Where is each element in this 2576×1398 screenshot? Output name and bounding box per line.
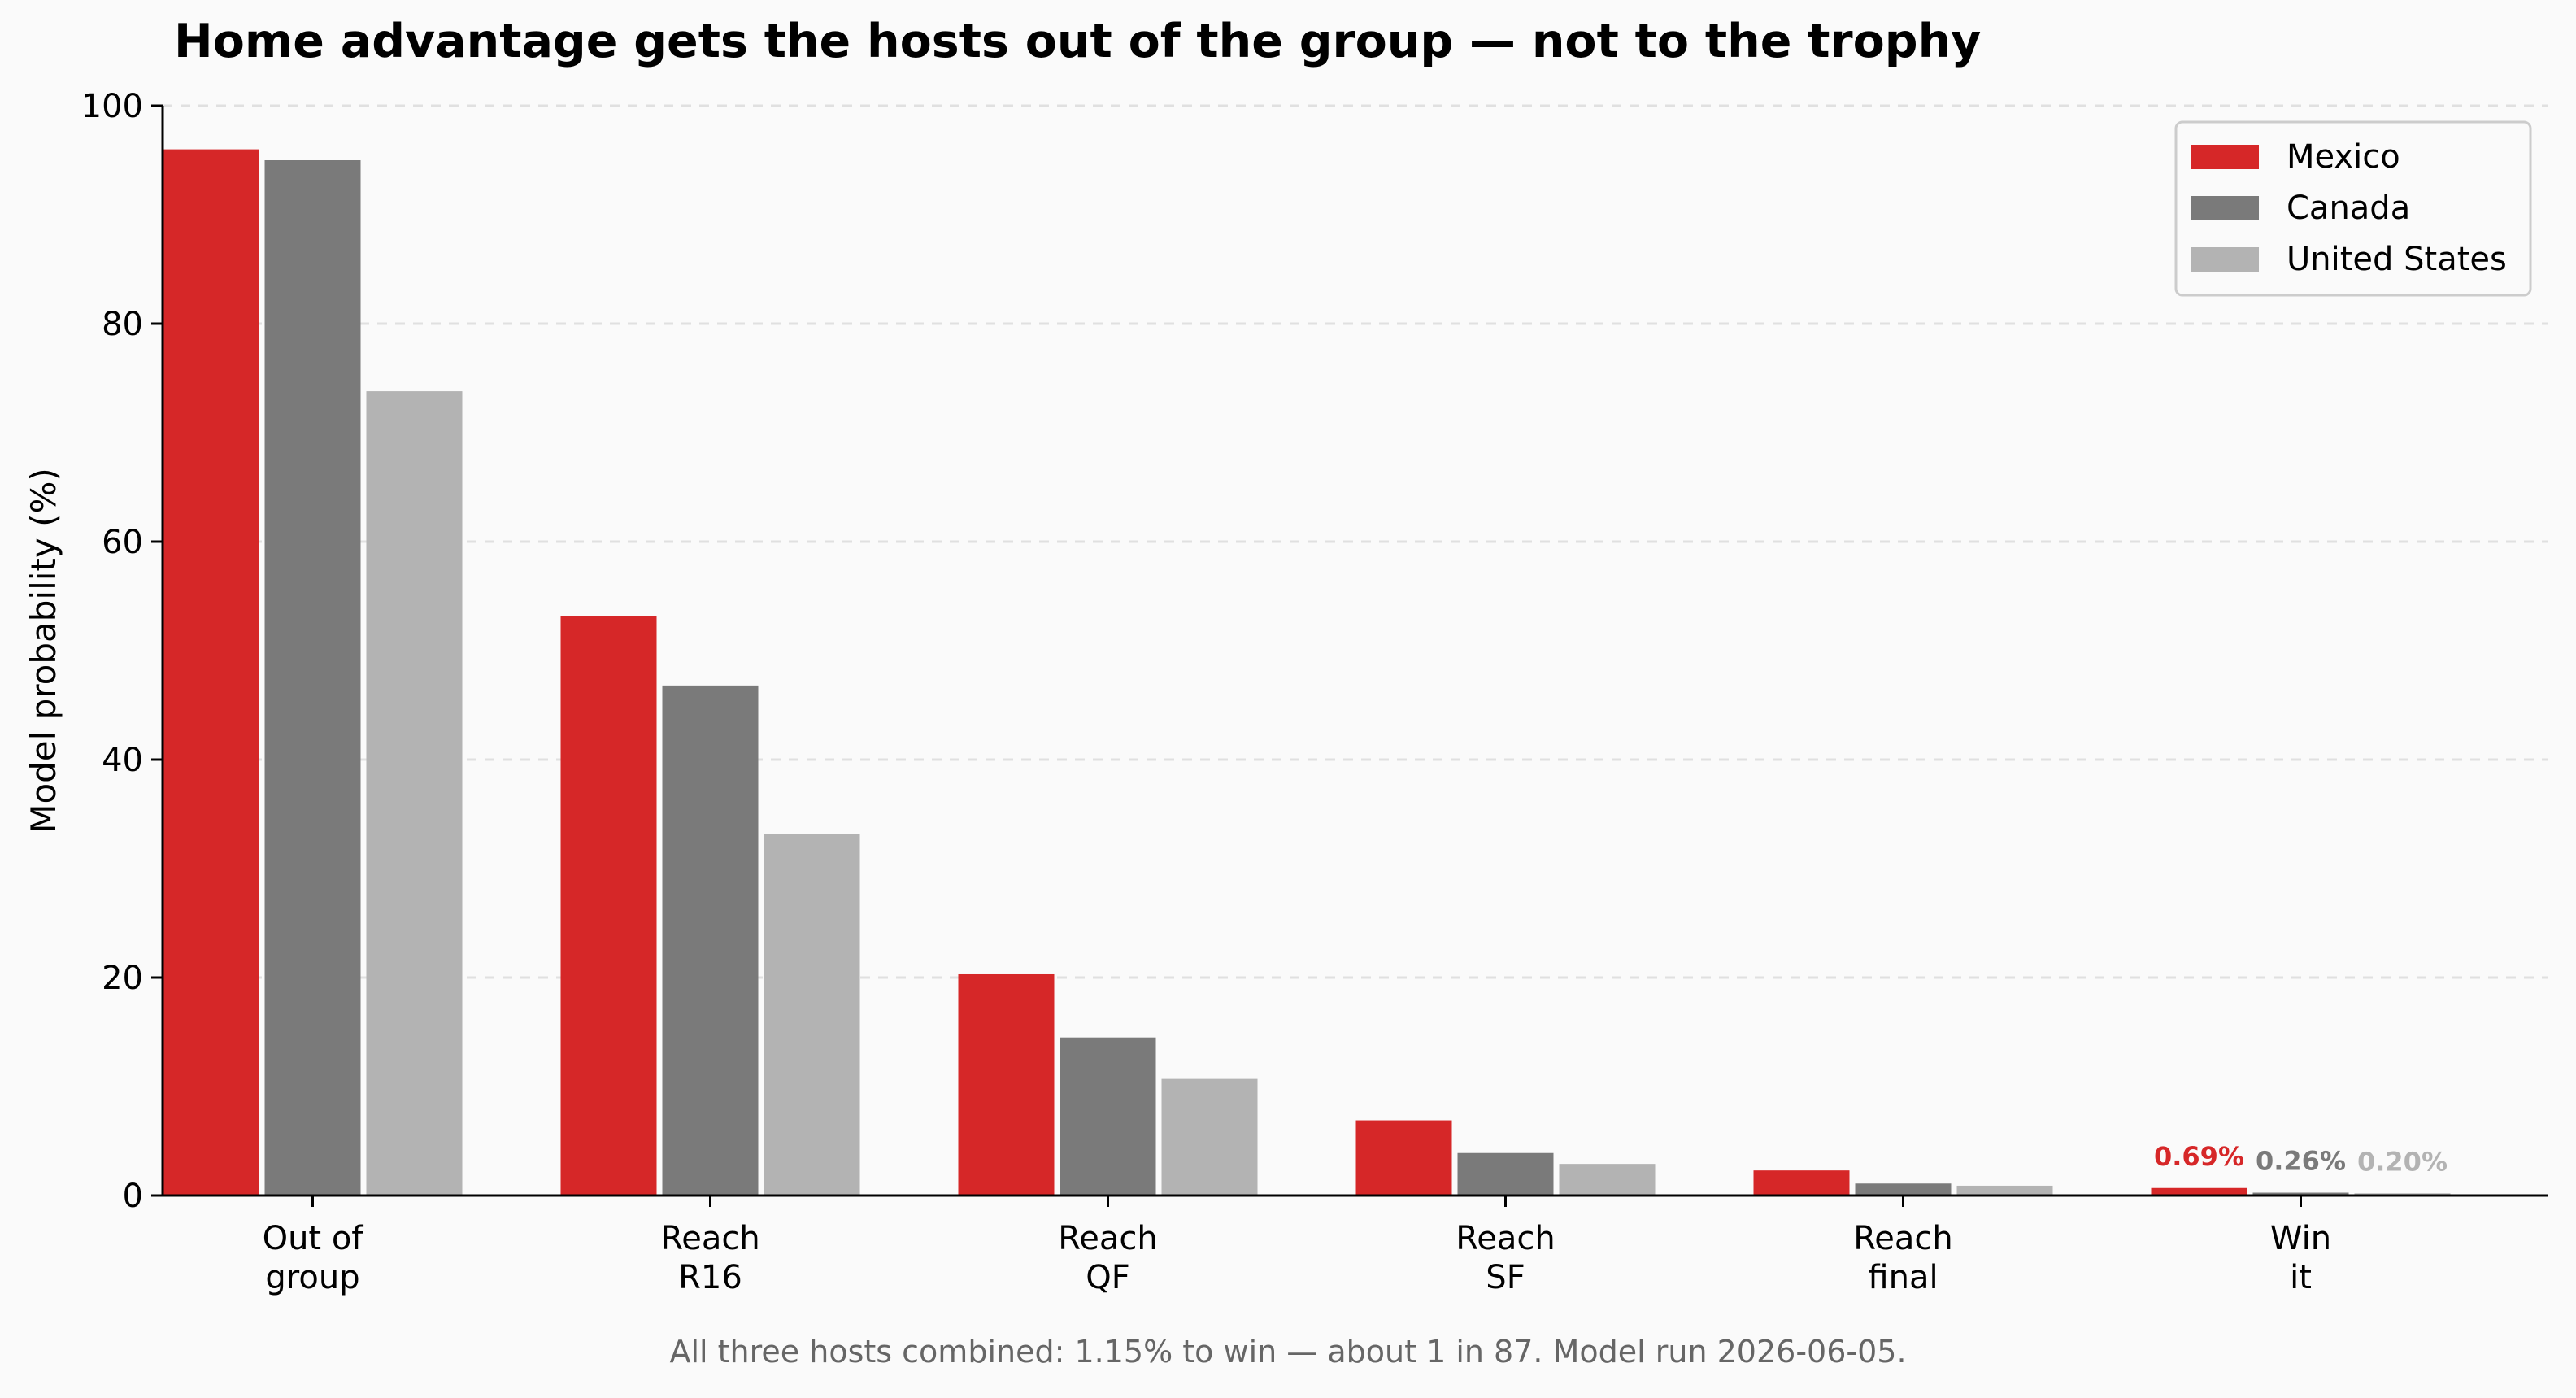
x-tick-label: QF [1086, 1259, 1130, 1296]
legend-swatch [2191, 145, 2259, 169]
bar-mexico [2151, 1187, 2247, 1195]
x-tick-label: R16 [678, 1259, 742, 1296]
y-tick-label: 60 [102, 524, 143, 561]
bar-united-states [1559, 1164, 1656, 1195]
x-tick-label: it [2290, 1259, 2312, 1296]
x-tick-label: Reach [1456, 1220, 1555, 1257]
legend-box [2174, 120, 2532, 297]
bar-united-states [1161, 1078, 1258, 1195]
x-tick-label: Reach [660, 1220, 759, 1257]
y-tick-label: 100 [81, 88, 143, 125]
bar-canada [264, 160, 361, 1195]
legend-label: Mexico [2287, 138, 2400, 176]
legend-label: Canada [2287, 189, 2410, 227]
legend-swatch [2191, 247, 2259, 272]
bar-mexico [1355, 1120, 1452, 1195]
bar-mexico [1753, 1170, 1850, 1195]
bar-canada [2252, 1192, 2349, 1195]
data-label: 0.26% [2256, 1146, 2346, 1177]
bar-canada [1060, 1037, 1156, 1195]
y-axis-label: Model probability (%) [24, 468, 63, 834]
x-tick-label: Out of [263, 1220, 364, 1257]
chart-title: Home advantage gets the hosts out of the… [174, 15, 1982, 68]
bar-mexico [958, 973, 1055, 1195]
y-tick-label: 80 [102, 306, 143, 343]
bar-united-states [366, 391, 463, 1196]
x-tick-label: final [1868, 1259, 1938, 1296]
legend-swatch [2191, 196, 2259, 220]
bar-canada [1457, 1152, 1554, 1195]
y-tick-label: 20 [102, 960, 143, 997]
bar-canada [662, 685, 759, 1195]
x-tick-label: SF [1486, 1259, 1525, 1296]
bar-canada [1855, 1183, 1952, 1195]
x-tick-label: Reach [1853, 1220, 1952, 1257]
data-label: 0.69% [2154, 1141, 2244, 1172]
x-tick-label: Reach [1058, 1220, 1157, 1257]
bar-united-states [764, 834, 860, 1195]
bar-mexico [560, 616, 657, 1195]
y-tick-label: 0 [123, 1178, 143, 1215]
legend-label: United States [2287, 241, 2507, 278]
chart-footer-note: All three hosts combined: 1.15% to win —… [669, 1334, 1907, 1370]
x-tick-label: Win [2270, 1220, 2331, 1257]
y-tick-label: 40 [102, 742, 143, 779]
data-label: 0.20% [2357, 1146, 2448, 1177]
x-tick-label: group [265, 1259, 359, 1296]
bar-mexico [163, 149, 259, 1196]
bar-united-states [1956, 1185, 2053, 1195]
